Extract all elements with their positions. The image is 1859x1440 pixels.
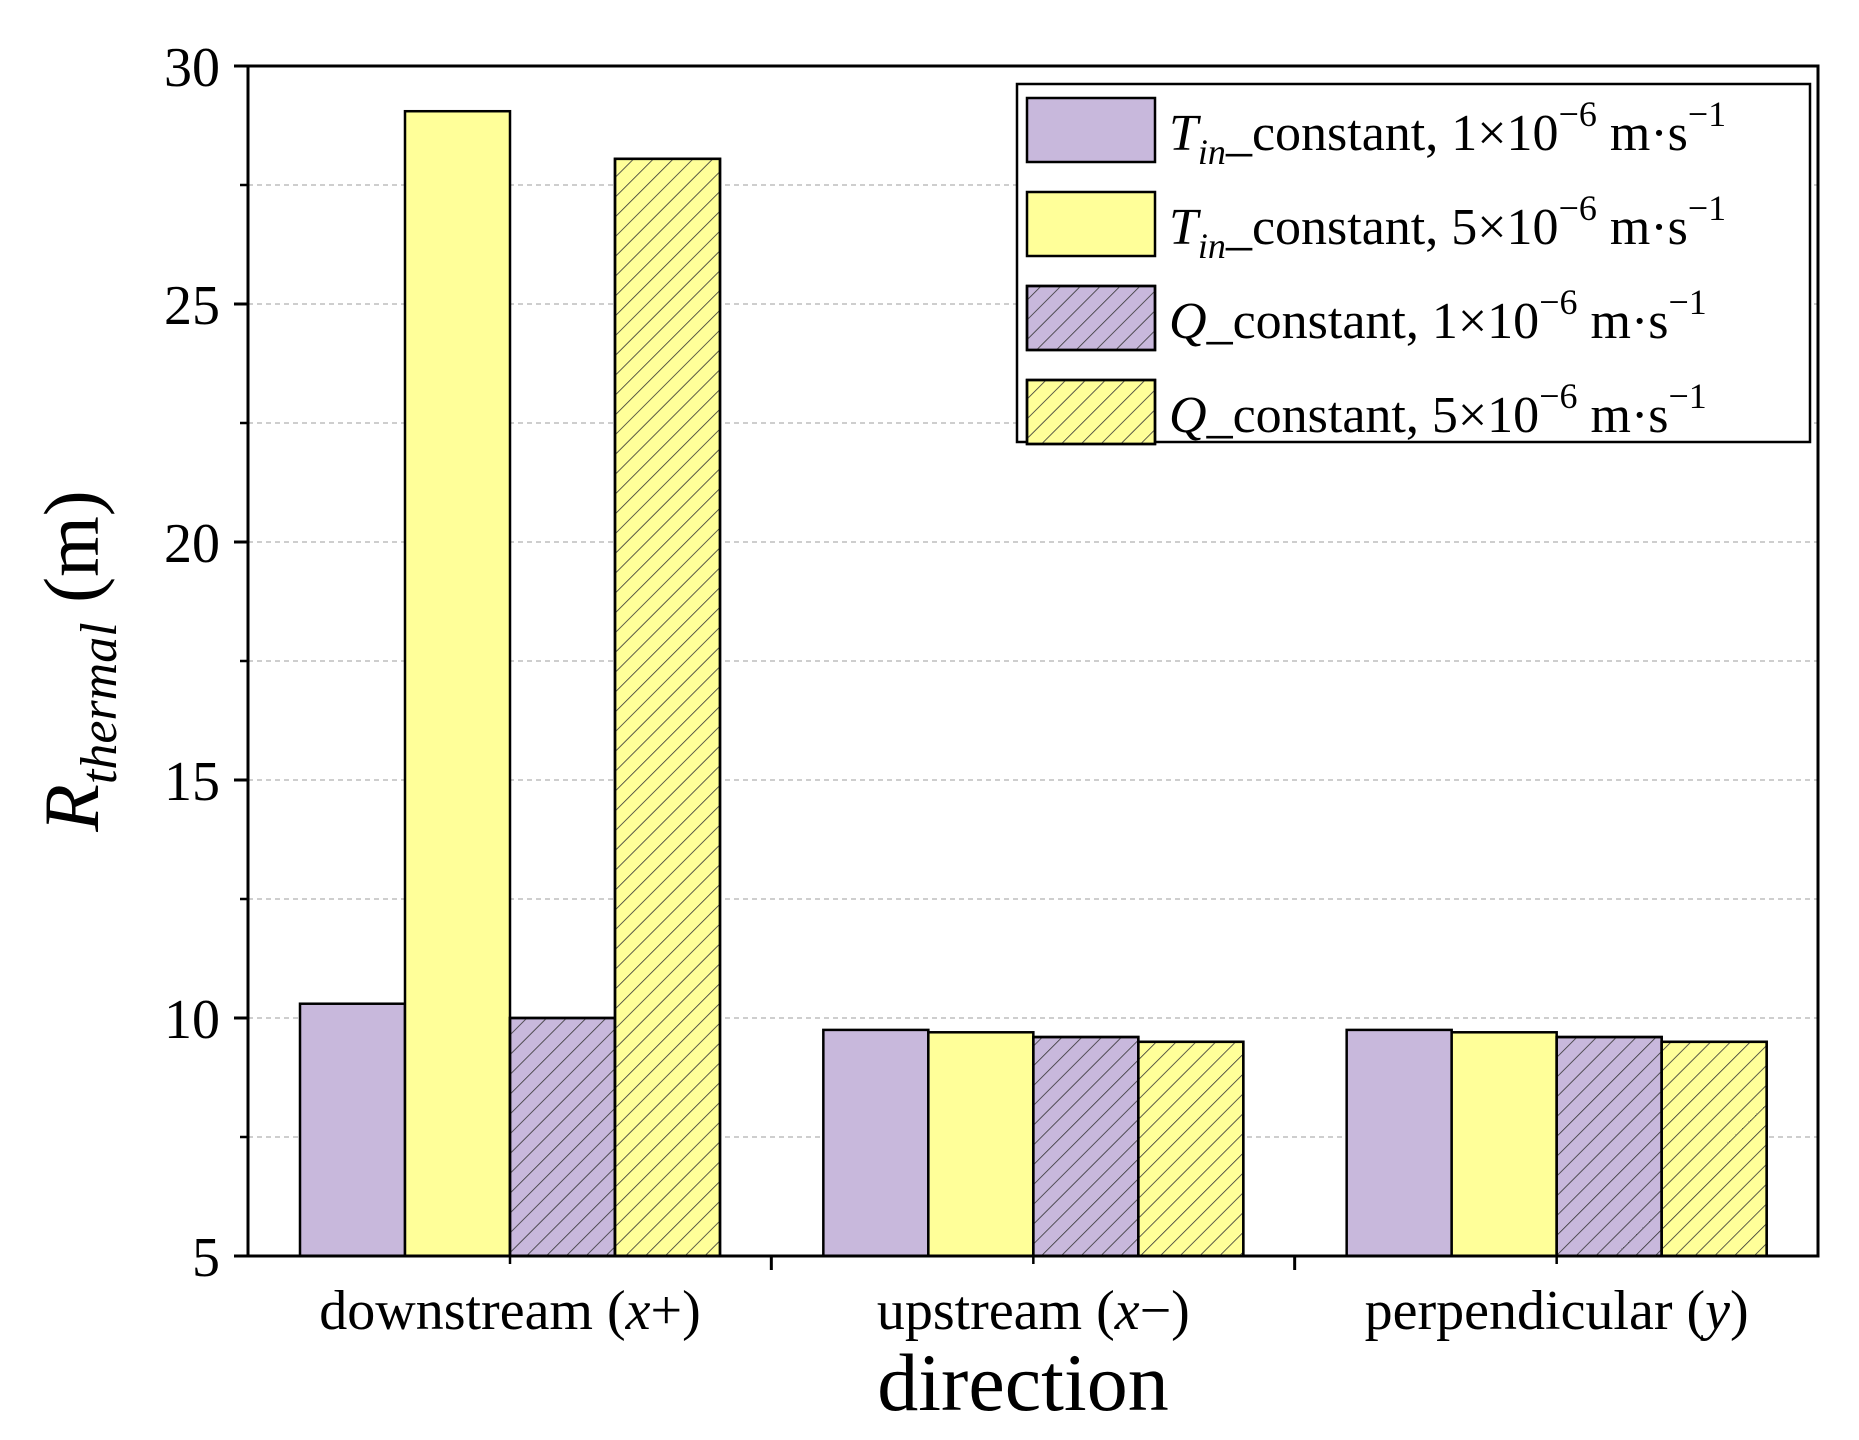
legend-swatch-hatch	[1025, 284, 1157, 352]
y-tick-label: 20	[164, 513, 220, 575]
bar-hatch	[1032, 1035, 1140, 1258]
bar-hatch	[508, 1016, 617, 1258]
bar-hatch	[1660, 1040, 1768, 1258]
y-tick-label: 25	[164, 275, 220, 337]
legend-swatch	[1025, 190, 1157, 258]
x-tick-label: upstream (x−)	[877, 1280, 1190, 1342]
legend-label: Tin_constant, 1×10−6 m·s−1	[1169, 94, 1726, 172]
legend: Tin_constant, 1×10−6 m·s−1 Tin_constant, …	[1015, 82, 1812, 446]
bar	[927, 1031, 1035, 1258]
x-axis-title: direction	[877, 1337, 1168, 1428]
bar-hatch	[613, 157, 722, 1258]
legend-label: Tin_constant, 5×10−6 m·s−1	[1169, 188, 1726, 266]
legend-label: Q_constant, 5×10−6 m·s−1	[1169, 376, 1707, 444]
y-axis-title: Rthermal (m)	[28, 490, 128, 833]
y-tick-label: 5	[192, 1227, 220, 1289]
ticks-layer	[234, 64, 1558, 1270]
legend-label: Q_constant, 1×10−6 m·s−1	[1169, 282, 1707, 350]
bar	[822, 1028, 930, 1258]
y-tick-label: 15	[164, 751, 220, 813]
labels-layer: 5 10 15 20 25 30 downstream (x+) upstream (x−) p…	[28, 37, 1749, 1428]
bar-hatch	[1137, 1040, 1245, 1258]
y-tick-label: 30	[164, 37, 220, 99]
bar-hatch	[1555, 1035, 1663, 1258]
bar	[403, 109, 512, 1258]
x-tick-label: downstream (x+)	[319, 1280, 700, 1342]
bar	[1450, 1031, 1558, 1258]
legend-swatch	[1025, 96, 1157, 164]
y-tick-label: 10	[164, 989, 220, 1051]
bars-layer	[298, 109, 1768, 1258]
legend-swatch-hatch	[1025, 378, 1157, 446]
bar	[1345, 1028, 1453, 1258]
bar	[298, 1002, 407, 1258]
x-tick-label: perpendicular (y)	[1365, 1280, 1749, 1342]
